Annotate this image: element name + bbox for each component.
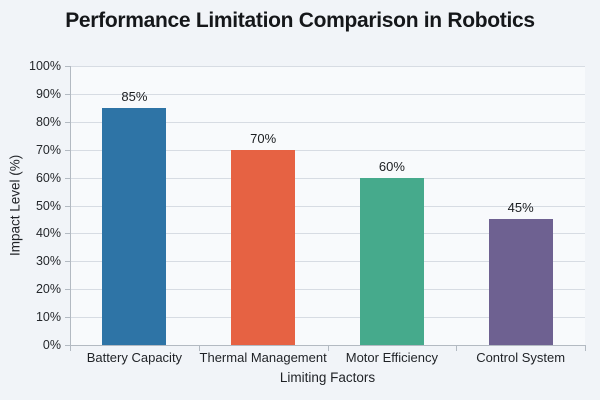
y-tick-label: 100% [29, 59, 61, 73]
x-tick [327, 346, 329, 351]
y-tick-label: 80% [35, 114, 61, 129]
y-tick [65, 317, 70, 319]
y-tick [65, 289, 70, 291]
x-tick [198, 346, 200, 351]
bar-slot: 85% [70, 66, 199, 345]
x-category-label: Battery Capacity [86, 350, 183, 365]
x-axis-line [70, 345, 586, 346]
bar-thermal-management [231, 149, 296, 345]
y-tick-label: 10% [35, 310, 61, 325]
gridline [70, 233, 585, 235]
x-tick [70, 346, 71, 351]
gridline [70, 205, 585, 207]
bar-slot: 70% [199, 66, 328, 345]
y-tick [65, 177, 70, 179]
y-tick-label: 30% [35, 254, 61, 269]
gridline [70, 93, 585, 95]
bar-battery-capacity [102, 107, 167, 345]
y-tick [65, 233, 70, 235]
x-tick [456, 346, 458, 351]
gridline [70, 66, 585, 67]
y-tick-label: 40% [35, 226, 61, 241]
bar-motor-efficiency [359, 177, 424, 345]
y-axis-line [70, 66, 71, 346]
y-tick [65, 261, 70, 263]
y-tick [65, 149, 70, 151]
y-tick [65, 205, 70, 207]
y-tick-label: 20% [35, 282, 61, 297]
gridline [70, 261, 585, 263]
bar-control-system [488, 219, 553, 345]
gridline [70, 289, 585, 291]
y-tick-label: 70% [35, 142, 61, 157]
bar-slot: 45% [456, 66, 585, 345]
y-tick-label: 60% [35, 170, 61, 185]
bars-container: 85% 70% 60% 45% [70, 66, 585, 345]
y-tick [65, 66, 70, 67]
y-tick [65, 121, 70, 123]
gridline [70, 121, 585, 123]
bar-value-label: 45% [507, 200, 534, 216]
x-axis-category-labels: Battery Capacity Thermal Management Motor … [70, 350, 585, 365]
y-tick-label: 50% [35, 198, 61, 213]
gridline [70, 177, 585, 179]
x-category-label: Control System [476, 350, 566, 365]
bar-slot: 60% [328, 66, 457, 345]
bar-value-label: 85% [121, 88, 148, 104]
y-tick-label: 0% [42, 338, 61, 352]
bar-value-label: 70% [250, 130, 277, 146]
x-category-label: Motor Efficiency [345, 350, 438, 365]
y-axis-title: Impact Level (%) [7, 154, 23, 257]
y-tick-label: 90% [35, 86, 61, 101]
x-tick [585, 346, 586, 351]
x-axis-title: Limiting Factors [279, 370, 376, 385]
y-tick [65, 93, 70, 95]
chart-title: Performance Limitation Comparison in Rob… [65, 9, 535, 32]
y-tick [65, 345, 70, 346]
gridline [70, 317, 585, 319]
bar-value-label: 60% [378, 158, 405, 174]
x-category-label: Thermal Management [199, 350, 327, 365]
gridline [70, 149, 585, 151]
